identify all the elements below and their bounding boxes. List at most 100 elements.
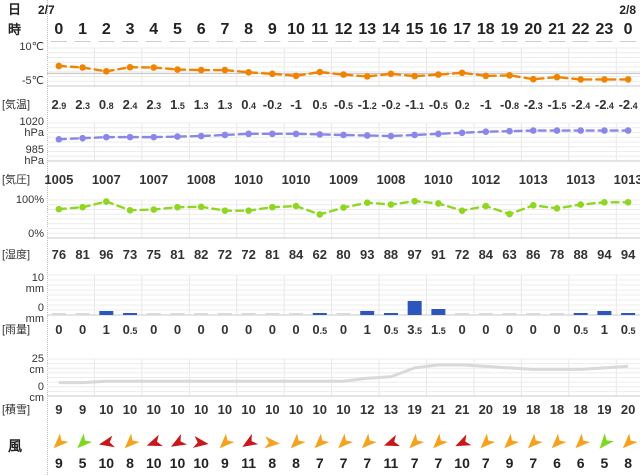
snow-depth-value: 13 [383, 402, 399, 417]
hour-label: 6 [196, 21, 206, 38]
wind-row-label: 風 [8, 438, 22, 454]
rainfall-chart [47, 274, 640, 316]
wind-direction-arrow-icon [314, 433, 330, 449]
rainfall-value: 0.5 [620, 322, 636, 337]
humidity-value: 84 [478, 247, 494, 262]
rainfall-value: 1 [363, 322, 371, 337]
wind-speed-value: 10 [145, 455, 162, 471]
humidity-value: 75 [146, 247, 161, 262]
wind-speed-value: 7 [529, 455, 538, 471]
hour-label: 7 [220, 21, 230, 38]
hour-label: 3 [125, 21, 135, 38]
snow-depth-value: 9 [78, 402, 87, 417]
humidity-value: 84 [288, 247, 304, 262]
temperature-value: 0.2 [454, 97, 470, 112]
humidity-value: 96 [99, 247, 114, 262]
rainfall-value: 0.5 [122, 322, 138, 337]
rainfall-value: 1.5 [431, 322, 446, 337]
wind-direction-arrow-icon [361, 433, 377, 449]
wind-direction-arrow-icon [383, 434, 401, 447]
humidity-value: 73 [122, 247, 138, 262]
snow-depth-value: 19 [597, 402, 612, 417]
snow-depth-value: 10 [99, 402, 114, 417]
rainfall-value: 0 [458, 322, 466, 337]
hour-label: 4 [149, 21, 159, 38]
hour-label: 21 [548, 21, 566, 38]
wind-speed-value: 10 [98, 455, 115, 471]
temperature-value: -2.4 [594, 97, 614, 112]
snow-depth-value: 10 [265, 402, 280, 417]
hour-label: 1 [78, 21, 88, 38]
rainfall-value: 0 [221, 322, 229, 337]
humidity-value: 93 [359, 247, 375, 262]
wind-direction-arrow-icon [433, 433, 448, 449]
pressure-value: 1013 [566, 172, 596, 187]
temperature-scale-bottom: -5℃ [21, 75, 44, 87]
temperature-value: 1.3 [193, 97, 209, 112]
temperature-chart [47, 41, 640, 87]
snow-depth-value: 18 [573, 402, 588, 417]
temperature-value: 2.3 [146, 97, 162, 112]
day-row-label: 日 [8, 2, 22, 17]
humidity-value: 72 [241, 247, 256, 262]
pressure-row-label: [気圧] [2, 174, 31, 186]
rainfall-value: 0.5 [312, 322, 328, 337]
pressure-value: 1007 [139, 172, 169, 187]
temperature-value: 0.5 [312, 97, 328, 112]
wind-speed-value: 6 [553, 455, 561, 471]
humidity-value: 94 [620, 247, 636, 262]
humidity-value: 86 [526, 247, 541, 262]
rainfall-value: 0 [339, 322, 348, 337]
rainfall-value: 0 [244, 322, 253, 337]
humidity-value: 88 [383, 247, 399, 262]
hour-label: 20 [524, 21, 543, 38]
snow-depth-value: 20 [620, 402, 636, 417]
hour-label: 11 [311, 21, 329, 38]
snow-depth-value: 10 [288, 402, 304, 417]
hour-label: 0 [623, 21, 633, 38]
hour-label: 5 [173, 21, 182, 38]
wind-direction-arrow-icon [551, 433, 567, 449]
wind-direction-arrows [53, 433, 638, 449]
temperature-value: -0.5 [428, 97, 448, 112]
temperature-value: 2.3 [75, 97, 90, 112]
rainfall-value: 0 [197, 322, 205, 337]
humidity-value: 91 [431, 247, 446, 262]
snow-depth-value: 10 [217, 402, 233, 417]
hour-label: 15 [405, 21, 424, 38]
hour-label: 0 [54, 21, 64, 38]
rainfall-value: 0 [292, 322, 300, 337]
date-left-label: 2/7 [38, 3, 55, 17]
wind-speed-value: 9 [54, 455, 63, 471]
snow-depth-value: 10 [170, 402, 185, 417]
rainfall-value: 0 [553, 322, 561, 337]
wind-direction-arrow-icon [146, 434, 163, 447]
humidity-value: 78 [549, 247, 565, 262]
date-right-label: 2/8 [619, 3, 636, 17]
wind-direction-arrow-icon [264, 436, 280, 449]
snow-depth-value: 10 [193, 402, 209, 417]
wind-direction-arrow-icon [242, 433, 259, 447]
wind-direction-arrow-icon [527, 433, 543, 449]
temperature-scale-top: 10℃ [19, 41, 44, 53]
temperature-value: -0.2 [381, 97, 401, 112]
temperature-value: 1.5 [170, 97, 185, 112]
wind-direction-arrow-icon [409, 433, 425, 449]
temperature-value: -1.1 [405, 97, 425, 112]
rainfall-value: 1 [600, 322, 609, 337]
wind-direction-arrow-icon [504, 433, 520, 449]
hour-label: 10 [287, 21, 305, 38]
hour-label: 14 [382, 21, 400, 38]
hour-label: 19 [500, 21, 519, 38]
humidity-value: 72 [454, 247, 470, 262]
humidity-value: 81 [265, 247, 280, 262]
hour-label: 9 [267, 21, 277, 38]
temperature-value: -0.8 [499, 97, 520, 112]
snow-depth-value: 9 [55, 402, 63, 417]
wind-direction-arrow-icon [575, 433, 591, 449]
rainfall-scale-top: 10 mm [25, 272, 44, 295]
snow-depth-value: 12 [359, 402, 375, 417]
temperature-value: -2.4 [618, 97, 638, 112]
rainfall-value: 0 [150, 322, 158, 337]
humidity-chart [47, 197, 640, 239]
